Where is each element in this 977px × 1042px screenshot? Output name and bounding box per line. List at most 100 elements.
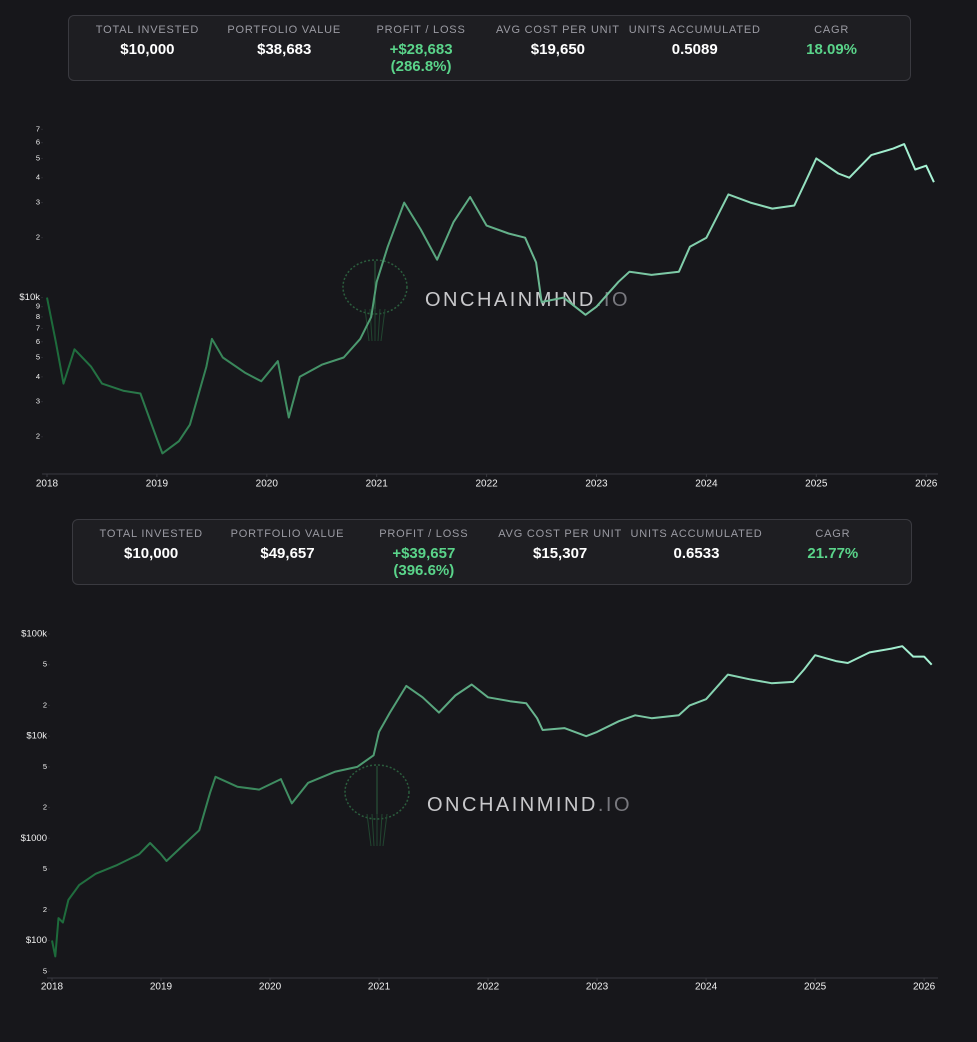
stat: AVG COST PER UNIT $19,650: [489, 16, 626, 80]
y-tick-label: $10k: [26, 731, 47, 742]
stat-label: PORTFOLIO VALUE: [230, 528, 345, 540]
x-tick-label: 2021: [368, 982, 391, 993]
watermark: ONCHAINMIND.IO: [344, 764, 632, 847]
stat: TOTAL INVESTED $10,000: [83, 520, 219, 584]
stat: UNITS ACCUMULATED 0.5089: [626, 16, 763, 80]
stats-panel: TOTAL INVESTED $10,000 PORTFOLIO VALUE $49,…: [72, 519, 912, 585]
y-tick-label: $100: [26, 935, 47, 946]
watermark-text: ONCHAINMIND.IO: [425, 289, 630, 311]
stat-value: $49,657: [260, 545, 315, 562]
stat-value: 18.09%: [806, 41, 857, 58]
x-tick-label: 2022: [477, 982, 500, 993]
x-tick-label: 2023: [586, 982, 609, 993]
y-tick-label: 2: [36, 432, 40, 441]
x-tick-label: 2020: [256, 479, 279, 490]
stat-label: TOTAL INVESTED: [95, 24, 200, 36]
brain-roots: [382, 813, 388, 847]
watermark-name: ONCHAINMIND: [427, 794, 598, 816]
stat-label: CAGR: [815, 528, 851, 540]
stat-label: AVG COST PER UNIT: [495, 24, 620, 36]
x-tick-label: 2020: [259, 982, 282, 993]
stat-label: PORTFOLIO VALUE: [227, 24, 342, 36]
stats-panel: TOTAL INVESTED $10,000 PORTFOLIO VALUE $38,…: [68, 15, 911, 81]
stat-value: $38,683: [257, 41, 312, 58]
brain-icon: [342, 259, 408, 315]
x-tick-label: 2023: [585, 479, 608, 490]
stat-value: $15,307: [533, 545, 588, 562]
stat-value: 0.6533: [673, 545, 720, 562]
stat: UNITS ACCUMULATED 0.6533: [628, 520, 764, 584]
y-tick-label: 2: [43, 700, 47, 709]
y-tick-label: $1000: [21, 833, 47, 844]
watermark-suffix: .IO: [598, 794, 632, 816]
x-tick-label: 2026: [915, 479, 938, 490]
stat: PORTFOLIO VALUE $49,657: [219, 520, 355, 584]
x-tick-label: 2024: [695, 982, 718, 993]
y-tick-label: 2: [36, 233, 40, 242]
stat-value: 21.77%: [807, 545, 859, 562]
y-tick-label: 6: [36, 138, 40, 147]
brain-roots: [366, 813, 372, 847]
x-tick-label: 2021: [366, 479, 389, 490]
y-tick-label: 6: [36, 337, 40, 346]
watermark-name: ONCHAINMIND: [425, 289, 596, 311]
stat-label: UNITS ACCUMULATED: [628, 24, 761, 36]
stat-label: CAGR: [814, 24, 850, 36]
x-tick-label: 2018: [36, 479, 59, 490]
stat-value: $10,000: [120, 41, 175, 58]
brain-roots: [369, 308, 373, 342]
x-tick-label: 2024: [695, 479, 718, 490]
x-tick-label: 2018: [41, 982, 64, 993]
y-tick-label: $10k: [19, 292, 40, 303]
stat: CAGR 21.77%: [765, 520, 901, 584]
stat-value: (396.6%): [393, 562, 455, 579]
stat: PROFIT / LOSS +$28,683 (286.8%): [353, 16, 490, 80]
stat-label: UNITS ACCUMULATED: [630, 528, 763, 540]
y-tick-label: 2: [43, 803, 47, 812]
brain-roots: [379, 813, 383, 847]
y-tick-label: 4: [36, 173, 40, 182]
x-tick-label: 2025: [805, 479, 828, 490]
brain-roots: [377, 308, 381, 342]
brain-roots: [371, 813, 375, 847]
y-tick-label: $100k: [21, 628, 47, 639]
y-tick-label: 5: [36, 153, 40, 162]
stat-label: PROFIT / LOSS: [379, 528, 469, 540]
value-line: [51, 645, 933, 958]
y-tick-label: 7: [36, 323, 40, 332]
x-tick-label: 2022: [475, 479, 498, 490]
y-tick-label: 3: [36, 198, 40, 207]
y-tick-label: 9: [36, 302, 40, 311]
stat-value: $19,650: [530, 41, 586, 58]
stat-value: +$28,683: [389, 41, 453, 58]
stat-label: AVG COST PER UNIT: [498, 528, 623, 540]
x-tick-label: 2019: [150, 982, 173, 993]
stat-value: $10,000: [124, 545, 179, 562]
x-tick-label: 2019: [146, 479, 169, 490]
y-tick-label: 5: [43, 762, 47, 771]
stat: AVG COST PER UNIT $15,307: [492, 520, 628, 584]
x-tick-label: 2026: [913, 982, 936, 993]
brain-icon: [344, 764, 410, 820]
y-tick-label: 5: [43, 864, 47, 873]
y-tick-label: 5: [36, 353, 40, 362]
watermark: ONCHAINMIND.IO: [342, 259, 630, 342]
watermark-suffix: .IO: [596, 289, 630, 311]
stat-value: (286.8%): [390, 58, 452, 75]
stat-value: 0.5089: [671, 41, 718, 58]
y-tick-label: 3: [36, 397, 40, 406]
stat: CAGR 18.09%: [763, 16, 900, 80]
stat-value: +$39,657: [392, 545, 456, 562]
brain-roots: [380, 308, 386, 342]
y-tick-label: 5: [43, 966, 47, 975]
value-line: [46, 143, 935, 455]
stat-label: TOTAL INVESTED: [99, 528, 203, 540]
y-tick-label: 2: [43, 905, 47, 914]
y-tick-label: 5: [43, 660, 47, 669]
x-tick-label: 2025: [804, 982, 827, 993]
stat: PROFIT / LOSS +$39,657 (396.6%): [356, 520, 492, 584]
y-tick-label: 4: [36, 372, 40, 381]
y-tick-label: 8: [36, 312, 40, 321]
